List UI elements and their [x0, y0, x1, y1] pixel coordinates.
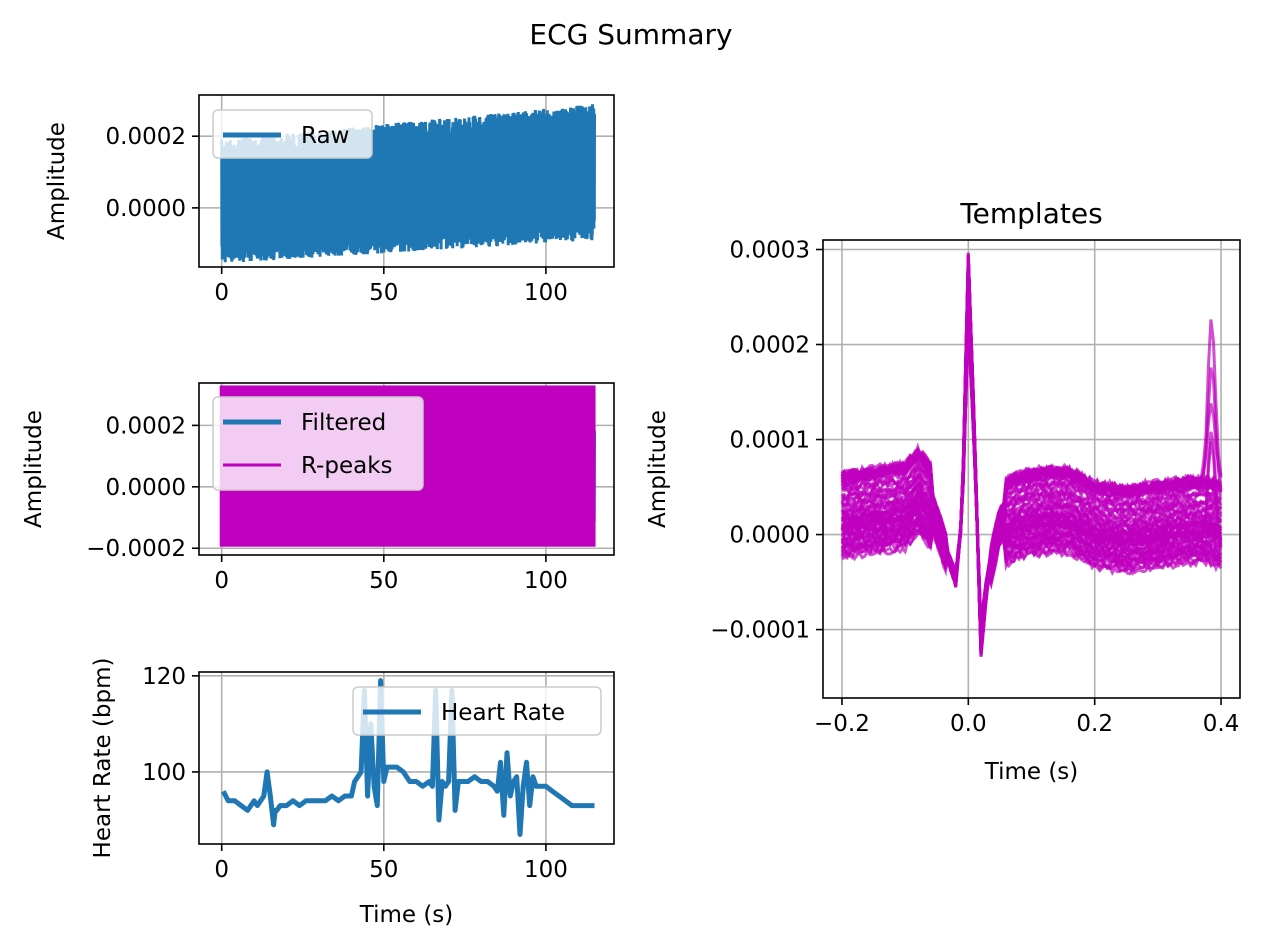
template-beat-line	[841, 283, 1222, 638]
template-beat-line	[840, 261, 1223, 654]
template-beat-line	[841, 278, 1221, 644]
raw-legend: Raw	[212, 109, 373, 159]
template-beat-line	[840, 269, 1223, 650]
templates-xtick-label: 0.2	[1076, 711, 1113, 737]
raw-xtick-label: 100	[524, 280, 568, 306]
heart_rate-ylabel: Heart Rate (bpm)	[90, 658, 116, 859]
raw-xtick-label: 0	[214, 280, 229, 306]
templates-plot-area	[840, 252, 1223, 657]
filtered-ytick-label: 0.0002	[106, 413, 186, 439]
templates-ytick-label: 0.0000	[730, 523, 810, 549]
template-beat-line	[840, 281, 1222, 641]
filtered-xtick-label: 50	[369, 568, 398, 594]
heart_rate-ytick-label: 120	[142, 664, 186, 690]
filtered-legend-label: Filtered	[301, 410, 386, 436]
filtered-xtick-label: 100	[524, 568, 568, 594]
template-beat-line	[841, 258, 1223, 655]
raw-legend-label: Raw	[301, 123, 349, 149]
template-beat-line	[841, 256, 1223, 651]
template-beat-line	[841, 305, 1222, 632]
template-beat-line	[840, 255, 1222, 657]
templates-ytick-label: 0.0003	[730, 238, 810, 264]
template-beat-line	[841, 252, 1222, 652]
templates-axes: −0.2 0.0 0.2 0.4 −0.0001 0.0000 0.0001 0.0002 0.…	[645, 197, 1241, 785]
templates-ylabel: Amplitude	[645, 410, 671, 528]
heart-rate-series-line	[221, 678, 595, 837]
heart_rate-frame	[198, 671, 615, 845]
heart_rate-legend: Heart Rate	[352, 686, 602, 736]
template-beat-line	[840, 279, 1223, 642]
template-beat-line	[840, 272, 1222, 647]
template-beat-line	[840, 261, 1222, 655]
raw-xtick-label: 50	[369, 280, 398, 306]
filtered-legend-label: R-peaks	[301, 453, 393, 479]
template-beat-line	[841, 270, 1222, 650]
template-beat-line	[841, 259, 1222, 652]
template-beat-line	[840, 280, 1222, 641]
raw-ytick-label: 0.0000	[106, 196, 186, 222]
template-beat-line	[840, 271, 1223, 651]
template-beat-line	[840, 273, 1223, 645]
template-beat-line	[840, 320, 1223, 630]
heart_rate-ytick-label: 100	[142, 760, 186, 786]
template-beat-line	[841, 253, 1223, 651]
template-beat-line	[841, 273, 1223, 646]
raw-frame	[198, 94, 615, 268]
raw-legend-box	[212, 109, 373, 159]
filtered-ytick-label: −0.0002	[86, 536, 186, 562]
template-beat-line	[840, 278, 1223, 647]
filtered-xtick-label: 0	[214, 568, 229, 594]
filtered-legend: Filtered R-peaks	[212, 396, 424, 491]
templates-title: Templates	[959, 197, 1102, 230]
filtered-signal-axes: 0 50 100 −0.0002 0.0000 0.0002 Amplitude Filter…	[21, 382, 615, 594]
heart_rate-legend-label: Heart Rate	[441, 700, 565, 726]
templates-xtick-label: 0.0	[950, 711, 987, 737]
template-beat-line	[840, 285, 1223, 640]
template-beat-line	[840, 260, 1223, 653]
templates-xtick-label: −0.2	[814, 711, 870, 737]
templates-ytick-label: 0.0002	[730, 333, 810, 359]
figure-suptitle: ECG Summary	[529, 18, 732, 51]
heart-rate-axes: 0 50 100 100 120 Heart Rate (bpm) Time (s) Hear…	[90, 658, 615, 928]
templates-xtick-label: 0.4	[1203, 711, 1240, 737]
heart_rate-xlabel: Time (s)	[359, 902, 454, 928]
template-beat-line	[840, 259, 1222, 651]
template-beat-line	[840, 266, 1222, 649]
raw-ylabel: Amplitude	[44, 122, 70, 240]
template-beat-line	[841, 303, 1223, 633]
template-beat-line	[840, 255, 1223, 657]
heart_rate-xtick-label: 100	[524, 857, 568, 883]
templates-xlabel: Time (s)	[984, 759, 1079, 785]
template-beat-line	[840, 317, 1222, 631]
template-beat-line	[841, 275, 1223, 642]
filtered-frame	[198, 382, 615, 556]
raw-signal-axes: 0 50 100 0.0000 0.0002 Amplitude Raw	[44, 94, 615, 306]
templates-frame	[822, 239, 1241, 699]
heart_rate-plot-area	[221, 678, 595, 837]
raw-ytick-label: 0.0002	[106, 124, 186, 150]
heart_rate-xtick-label: 50	[369, 857, 398, 883]
template-beat-line	[840, 280, 1223, 642]
template-beat-line	[840, 277, 1223, 644]
heart_rate-legend-box	[352, 686, 602, 736]
templates-ytick-label: −0.0001	[710, 618, 810, 644]
template-beat-line	[841, 258, 1223, 652]
template-beat-line	[840, 274, 1222, 642]
template-beat-line	[840, 257, 1223, 651]
heart_rate-xtick-label: 0	[214, 857, 229, 883]
filtered-ylabel: Amplitude	[21, 410, 47, 528]
filtered-ytick-label: 0.0000	[106, 475, 186, 501]
templates-ytick-label: 0.0001	[730, 428, 810, 454]
